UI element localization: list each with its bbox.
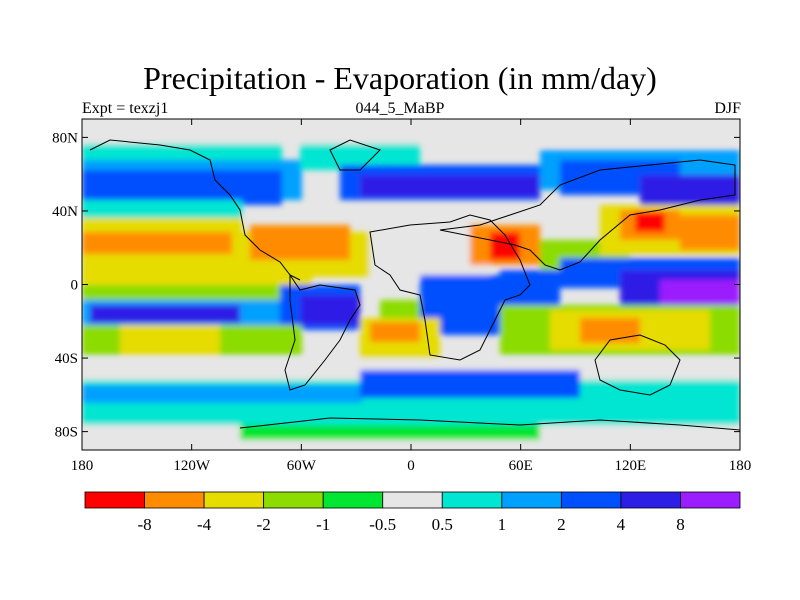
map-title: Precipitation - Evaporation (in mm/day) <box>143 60 657 96</box>
x-tick-label: 120E <box>614 458 646 474</box>
age-label: 044_5_MaBP <box>355 100 445 117</box>
colorbar-label: 0.5 <box>432 515 453 534</box>
y-tick-label: 40N <box>52 204 78 220</box>
colorbar-label: 8 <box>676 515 685 534</box>
latitude-axis: 80N 40N 0 40S 80S <box>52 130 740 441</box>
colorbar-swatch <box>560 491 622 509</box>
coastlines <box>89 139 740 431</box>
x-tick-label: 60W <box>287 458 317 474</box>
colorbar-label: 1 <box>498 515 507 534</box>
colorbar-swatch <box>680 491 741 509</box>
colorbar-swatch <box>263 491 324 509</box>
colorbar-label: 2 <box>557 515 566 534</box>
colorbar-swatch <box>382 491 443 509</box>
experiment-label: Expt = texzj1 <box>82 100 169 117</box>
x-tick-label: 0 <box>407 458 415 474</box>
y-tick-label: 0 <box>71 278 79 294</box>
y-tick-label: 80S <box>55 425 78 441</box>
colorbar-swatch <box>322 491 384 509</box>
colorbar-label: -4 <box>197 515 212 534</box>
colorbar: -8 -4 -2 -1 -0.5 0.5 1 2 4 8 <box>84 491 741 534</box>
colorbar-label: -8 <box>137 515 151 534</box>
y-tick-label: 40S <box>55 351 78 367</box>
colorbar-label: -0.5 <box>369 515 396 534</box>
colorbar-label: -2 <box>257 515 271 534</box>
x-tick-label: 180 <box>71 458 94 474</box>
colorbar-swatch <box>441 491 503 509</box>
y-tick-label: 80N <box>52 130 78 146</box>
colorbar-swatch <box>501 491 562 509</box>
colorbar-swatch <box>144 491 205 509</box>
colorbar-label: -1 <box>316 515 330 534</box>
longitude-axis: 180 120W 60W 0 60E 120E 180 <box>71 119 752 474</box>
colorbar-swatch <box>203 491 265 509</box>
colorbar-label: 4 <box>617 515 626 534</box>
map-field <box>82 119 740 450</box>
x-tick-label: 60E <box>509 458 533 474</box>
x-tick-label: 120W <box>173 458 211 474</box>
x-tick-label: 180 <box>729 458 752 474</box>
season-label: DJF <box>714 100 741 117</box>
colorbar-swatch <box>620 491 681 509</box>
colorbar-swatch <box>84 491 145 509</box>
